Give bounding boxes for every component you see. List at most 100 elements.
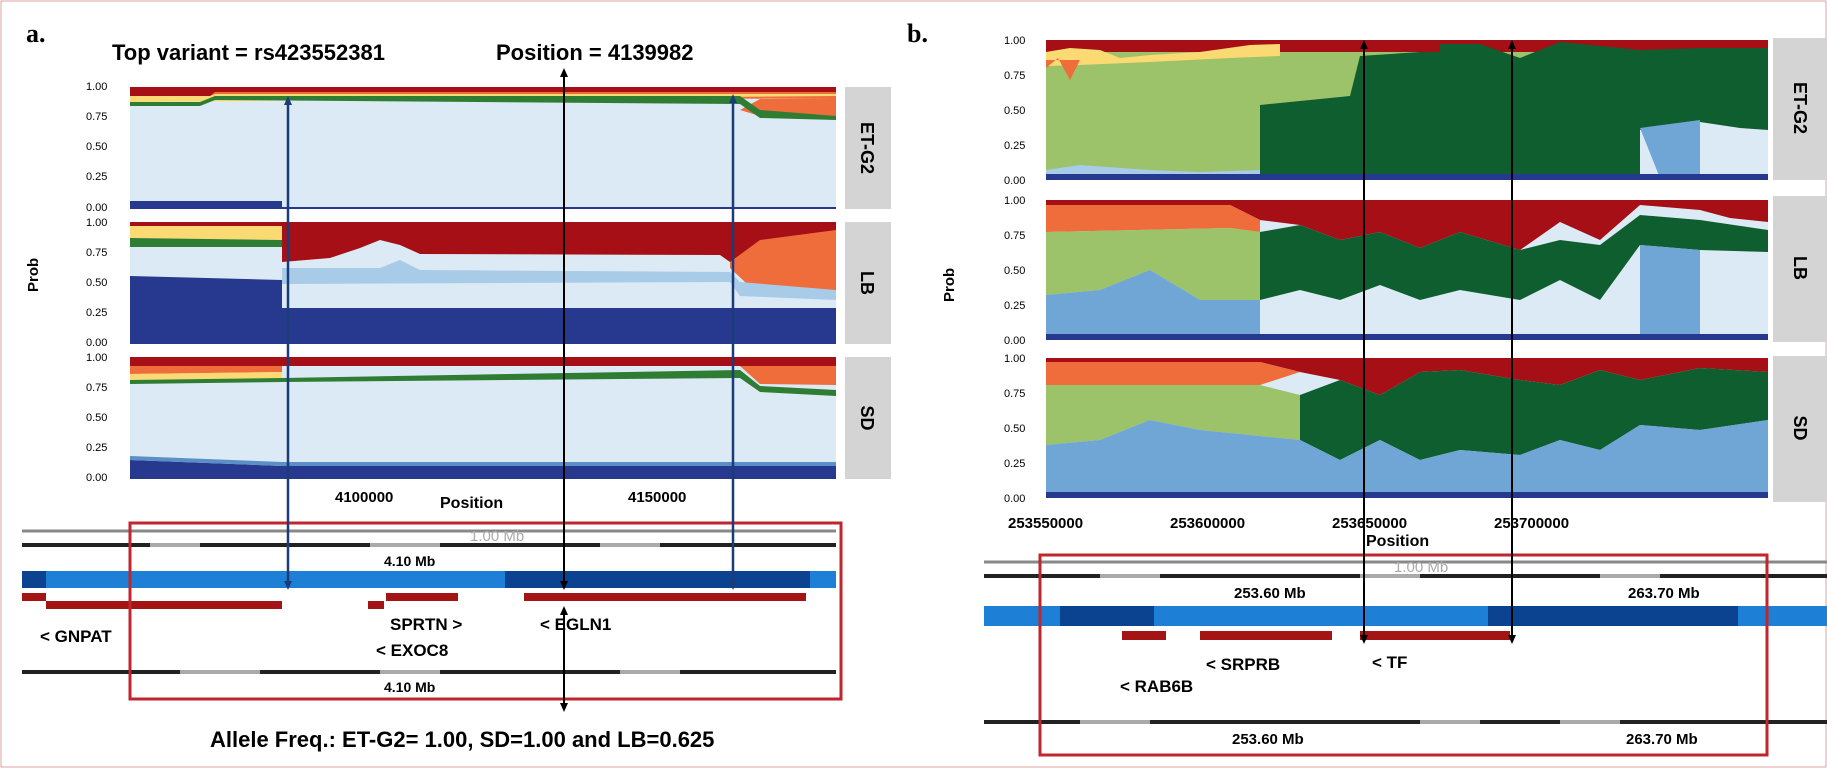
area-orange	[730, 230, 836, 296]
x-tick: 4100000	[335, 489, 393, 506]
strip-sd	[845, 357, 891, 479]
strip-label-lb: LB	[857, 271, 877, 295]
gene-bar	[368, 601, 384, 609]
y-axis-label: Prob	[25, 258, 42, 292]
area-orange-right	[740, 366, 836, 385]
facet-et-g2: ET-G2	[130, 87, 891, 209]
gene-label-sprtn: SPRTN >	[390, 615, 462, 634]
ytick: 0.50	[86, 277, 107, 289]
genome-browser-a: 1.00 Mb 4.10 Mb < GNPAT SPRTN > < EXOC8 …	[22, 521, 843, 701]
coord-bottom: 4.10 Mb	[384, 679, 435, 695]
area-red	[130, 357, 836, 366]
area-red	[1046, 358, 1768, 395]
ytick: 0.75	[86, 111, 107, 123]
ytick: 0.25	[86, 442, 107, 454]
chromosome-band	[505, 571, 810, 588]
top-variant-label: Top variant = rs423552381	[112, 40, 385, 65]
gene-bar-srprb	[1200, 631, 1332, 640]
strip-label-sd-b: SD	[1790, 415, 1810, 440]
gene-label-egln1: < EGLN1	[540, 615, 611, 634]
genome-browser-b: 1.00 Mb 253.60 Mb 263.70 Mb < SRPRB < TF…	[984, 553, 1827, 757]
area-darkblue-base	[130, 207, 836, 209]
ytick: 1.00	[1004, 195, 1025, 207]
gene-bar-egln1	[524, 593, 806, 601]
area-red	[282, 222, 836, 270]
chromosome-band	[1060, 606, 1154, 626]
strip-label-et-g2: ET-G2	[857, 122, 877, 174]
gene-bar	[22, 593, 46, 601]
facet-sd: SD	[130, 357, 891, 479]
area-orange	[1046, 205, 1260, 232]
area-darkgreen	[1300, 368, 1768, 460]
gene-bar-tf	[1360, 631, 1510, 640]
panel-a: a. Top variant = rs423552381 Position = …	[22, 19, 891, 752]
strip-label-sd: SD	[857, 405, 877, 430]
area-orange	[1046, 362, 1300, 385]
area-midblue	[130, 456, 836, 466]
coord-right-bottom: 263.70 Mb	[1626, 731, 1698, 748]
x-tick: 253650000	[1332, 515, 1407, 532]
strip-et-g2-b	[1773, 38, 1827, 180]
gene-label-gnpat: < GNPAT	[40, 627, 112, 646]
area-midblue-right	[1640, 245, 1700, 340]
facet-lb: LB	[130, 222, 891, 344]
chromosome-band	[1488, 606, 1738, 626]
ytick: 1.00	[1004, 353, 1025, 365]
coord-left-bottom: 253.60 Mb	[1232, 731, 1304, 748]
ytick: 0.50	[1004, 265, 1025, 277]
strip-label-lb-b: LB	[1790, 256, 1810, 280]
facet-lb-b: LB	[1046, 196, 1827, 342]
ytick: 0.00	[86, 472, 107, 484]
x-tick: 4150000	[628, 489, 686, 506]
highlight-box	[1038, 553, 1769, 757]
y-ticks-b: 1.00 0.75 0.50 0.25 0.00 1.00 0.75 0.50 …	[1004, 35, 1025, 505]
area-midblue	[282, 260, 836, 300]
area-darkblue	[130, 276, 836, 344]
area-orange	[130, 366, 282, 374]
area-darkblue	[130, 201, 282, 207]
coord-top: 4.10 Mb	[384, 553, 435, 569]
ytick: 1.00	[86, 81, 107, 93]
ytick: 0.00	[1004, 493, 1025, 505]
facet-et-g2-b: ET-G2	[1046, 38, 1827, 180]
strip-sd-b	[1773, 356, 1827, 502]
ytick: 0.25	[1004, 458, 1025, 470]
ytick: 0.00	[86, 337, 107, 349]
ytick: 1.00	[86, 217, 107, 229]
scale-label: 1.00 Mb	[470, 528, 524, 545]
chromosome-band	[22, 571, 46, 588]
area-lightblue	[130, 87, 836, 209]
gene-bar-sprtn	[386, 593, 458, 601]
coord-left-top: 253.60 Mb	[1234, 585, 1306, 602]
area-midblue	[1046, 270, 1260, 340]
area-midblue	[1046, 420, 1768, 498]
area-yellow	[130, 226, 282, 240]
strip-label-et-g2-b: ET-G2	[1790, 82, 1810, 134]
area-orange	[1046, 58, 1080, 80]
ytick: 0.50	[86, 412, 107, 424]
strip-lb-b	[1773, 196, 1827, 342]
gene-label-rab6b: < RAB6B	[1120, 677, 1193, 696]
ytick: 0.25	[86, 307, 107, 319]
ytick: 0.25	[1004, 300, 1025, 312]
position-label: Position = 4139982	[496, 40, 694, 65]
ytick: 0.00	[86, 202, 107, 214]
strip-lb	[845, 222, 891, 344]
area-red	[1046, 200, 1768, 250]
ytick: 0.75	[86, 247, 107, 259]
facet-sd-b: SD	[1046, 356, 1827, 502]
gene-label-exoc8: < EXOC8	[376, 641, 448, 660]
strip-et-g2	[845, 87, 891, 209]
area-green	[130, 370, 836, 396]
area-midblue	[1640, 120, 1700, 178]
x-tick: 253700000	[1494, 515, 1569, 532]
area-yellow	[130, 372, 282, 380]
area-green	[130, 96, 836, 120]
ytick: 0.00	[1004, 335, 1025, 347]
panel-a-label: a.	[26, 19, 46, 48]
panel-b-label: b.	[907, 19, 928, 48]
x-tick: 253550000	[1008, 515, 1083, 532]
area-darkblue	[1046, 334, 1768, 340]
y-ticks-a: 1.00 0.75 0.50 0.25 0.00 1.00 0.75 0.50 …	[86, 81, 107, 484]
